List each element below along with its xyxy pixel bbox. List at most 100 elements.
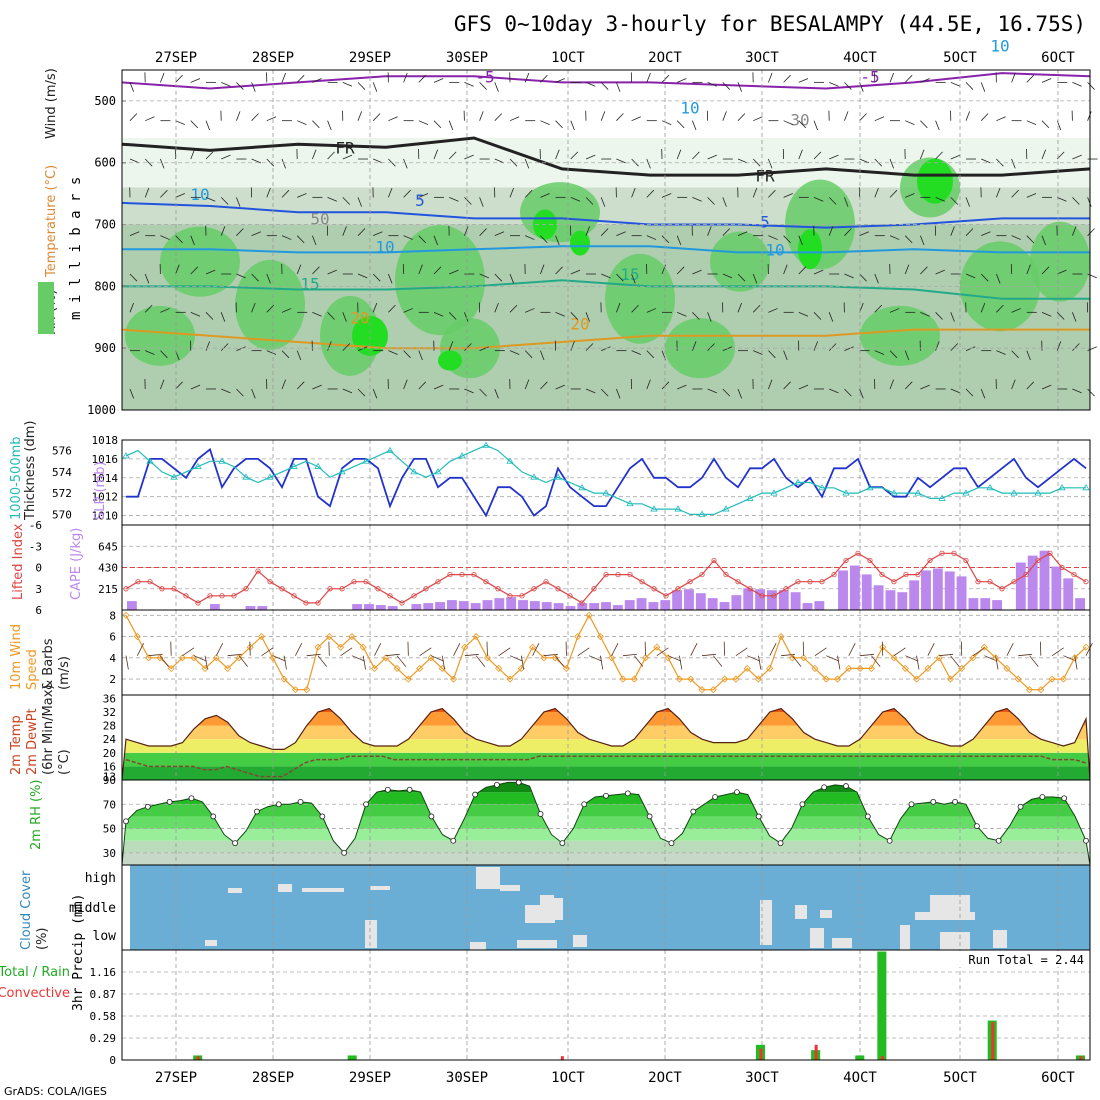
cape-bar [1015, 562, 1026, 610]
rh-marker [603, 792, 609, 799]
wind-barb [418, 235, 427, 244]
wind-barb [661, 120, 672, 125]
wind-barb [781, 653, 796, 657]
rh-marker [581, 801, 588, 808]
cape-bar [885, 590, 896, 610]
cape-bar [802, 603, 813, 610]
thickness-marker [1034, 489, 1042, 496]
wind-barb [494, 113, 503, 121]
lifted-marker [879, 571, 885, 578]
wind-barb [722, 388, 731, 397]
wind-barb [251, 82, 256, 92]
wind-barb [261, 647, 274, 657]
wind-barb [585, 81, 596, 87]
wind-barb [175, 235, 183, 244]
wind-barb [1056, 312, 1065, 320]
rh-legend-swatch [38, 282, 54, 334]
wind-barb [950, 655, 960, 667]
date-label-top: 30SEP [446, 50, 488, 66]
wind-barb [1041, 78, 1052, 83]
wind-barb [388, 304, 396, 313]
date-label-bottom: 6OCT [1041, 1070, 1075, 1086]
cape-bar [695, 593, 706, 610]
temp-band [122, 766, 1090, 780]
wind-barb [889, 308, 900, 313]
wind-marker [856, 664, 864, 673]
slp-tick: 1012 [92, 491, 119, 504]
wind-barb [874, 304, 883, 313]
pressure-tick: 700 [94, 218, 116, 232]
wind-marker [630, 675, 638, 683]
lifted-marker [855, 550, 861, 556]
wind-barb [190, 120, 199, 129]
thickness-marker [458, 452, 466, 459]
ylabel-left: Thickness (dm) [23, 421, 38, 521]
lifted-tick: -6 [29, 519, 42, 532]
wind-marker [890, 654, 898, 662]
precip-frame [121, 949, 1091, 1061]
legend-label: Temperature (°C) [44, 165, 59, 278]
wind-tick: 6 [109, 631, 116, 644]
wind-barb [585, 154, 596, 160]
wind-barb [312, 149, 317, 160]
wind-marker [935, 654, 943, 662]
ylabel-right: SLP (mb) [93, 461, 108, 520]
wind-barb [905, 120, 915, 125]
wind-barb [129, 388, 134, 399]
wind-barb [661, 235, 670, 244]
wind-barb [175, 120, 185, 125]
wind-barb [768, 235, 778, 240]
wind-barb [747, 655, 761, 662]
wind-marker [574, 632, 582, 641]
thickness-marker [386, 446, 394, 454]
wind-barb [555, 120, 563, 129]
convective-bar [880, 1056, 884, 1060]
wind-barb [148, 653, 163, 657]
wind-barb [175, 381, 183, 390]
wind-barb [220, 312, 226, 322]
lifted-marker [927, 557, 933, 564]
slp-tick: 1010 [92, 510, 119, 523]
date-label-bottom: 3OCT [745, 1070, 779, 1086]
wind-barb [448, 151, 457, 160]
lifted-marker [567, 593, 573, 599]
wind-barb [464, 653, 479, 657]
wind-marker [1014, 675, 1022, 683]
wind-barb [752, 158, 761, 167]
lifted-marker [639, 579, 645, 585]
lifted-marker [219, 593, 225, 599]
wind-barb [342, 312, 347, 322]
wind-barb [251, 231, 261, 237]
wind-barb [585, 343, 594, 351]
cape-bar [506, 597, 517, 610]
wind-barb [296, 235, 305, 244]
lifted-marker [999, 586, 1005, 592]
pressure-axis-label: m i l l i b a r s [68, 177, 84, 320]
wind-barb [859, 273, 867, 282]
wind-marker [992, 654, 1000, 662]
dewpt-line [125, 755, 1087, 778]
cape-bar [1075, 598, 1085, 610]
wind-speed-line [125, 614, 1087, 691]
lifted-marker [1023, 571, 1029, 578]
rh-tick: 70 [103, 798, 116, 811]
wind-barb [1072, 154, 1082, 160]
ylabel: 2m RH (%) [29, 779, 44, 850]
wind-marker [325, 632, 333, 641]
rh-marker [494, 781, 500, 788]
wind-barb [701, 653, 716, 657]
wind-barb [889, 72, 894, 83]
rh-band [122, 852, 1090, 865]
thickness-marker [218, 457, 226, 464]
contour-label: 15 [620, 265, 639, 284]
wind-barb [616, 82, 621, 92]
rh-marker [908, 801, 915, 808]
precip-bar [347, 1055, 357, 1060]
wind-barb [1041, 384, 1052, 390]
cape-bar [731, 595, 742, 610]
lifted-marker [891, 579, 897, 585]
wind-marker [314, 643, 322, 651]
wind-barb [859, 231, 869, 237]
wind-barb [798, 235, 803, 246]
ylabel: 2m Temp [9, 715, 24, 775]
